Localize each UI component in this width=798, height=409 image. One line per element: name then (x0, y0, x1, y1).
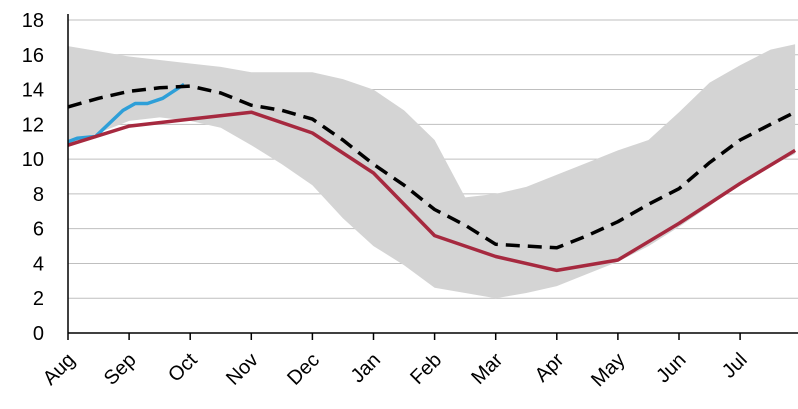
axes (67, 14, 798, 340)
y-tick-label: 16 (22, 45, 44, 67)
x-tick-label: Nov (222, 349, 263, 390)
series-line-average (67, 84, 796, 250)
x-tick-label: Dec (283, 349, 324, 390)
y-tick-label: 14 (22, 80, 44, 102)
y-tick-label: 4 (33, 253, 44, 275)
x-axis-tick-labels: Aug Sep Oct Nov Dec Jan Feb Mar Apr May Jun Jul (39, 349, 752, 392)
series-line-previous (67, 110, 797, 273)
y-tick-label: 12 (22, 114, 44, 136)
y-axis-tick-labels: 0 2 4 6 8 10 12 14 16 18 (22, 10, 44, 345)
y-tick-label: 18 (22, 10, 44, 32)
x-tick-label: Jun (652, 349, 690, 387)
y-tick-label: 2 (33, 288, 44, 310)
x-tick-label: Apr (531, 349, 569, 387)
range-band (68, 44, 796, 299)
x-tick-label: Jan (347, 349, 385, 387)
series-line-current (67, 82, 186, 144)
x-tick-label: Mar (467, 349, 507, 389)
x-tick-label: May (587, 349, 629, 391)
x-tick-label: Aug (39, 349, 80, 390)
x-tick-label: Feb (406, 349, 446, 389)
y-tick-label: 8 (33, 184, 44, 206)
x-tick-label: Oct (164, 349, 202, 387)
y-tick-label: 6 (33, 219, 44, 241)
y-tick-label: 0 (33, 323, 44, 345)
x-tick-label: Jul (718, 349, 752, 383)
series-lines (67, 82, 797, 273)
min-max-range-area (68, 44, 796, 299)
x-tick-label: Sep (100, 349, 141, 390)
y-tick-label: 10 (22, 149, 44, 171)
